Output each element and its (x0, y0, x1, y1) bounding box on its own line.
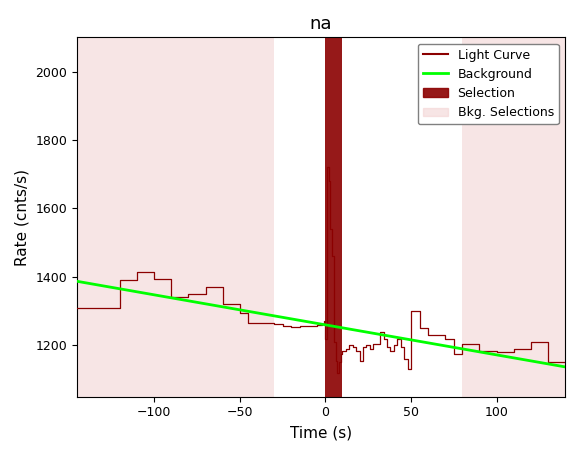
Legend: Light Curve, Background, Selection, Bkg. Selections: Light Curve, Background, Selection, Bkg.… (418, 44, 559, 124)
Title: na: na (310, 15, 332, 33)
Bar (462, 37, 565, 397)
Bar (77, 37, 274, 397)
X-axis label: Time (s): Time (s) (290, 425, 352, 440)
Bar (325, 37, 342, 397)
Y-axis label: Rate (cnts/s): Rate (cnts/s) (15, 168, 30, 266)
